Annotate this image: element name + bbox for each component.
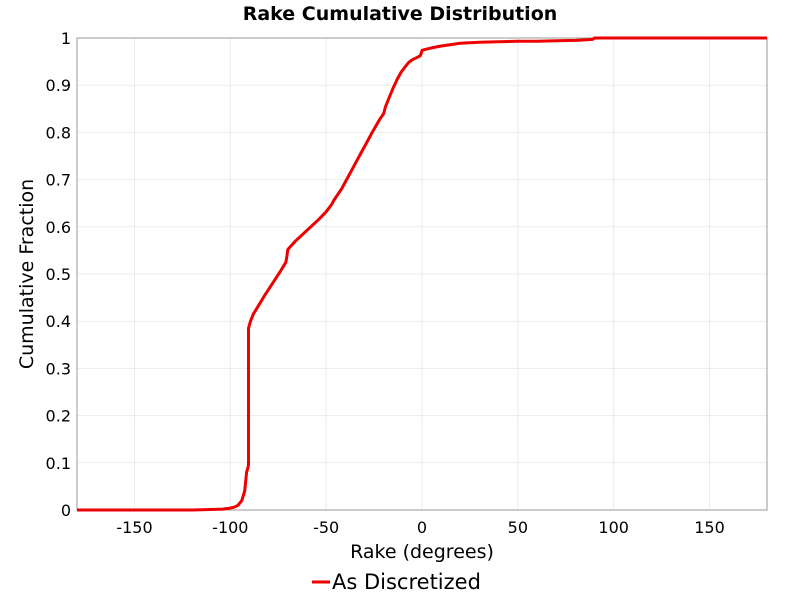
x-tick-label: 0: [417, 518, 427, 537]
x-axis-label: Rake (degrees): [350, 541, 494, 563]
y-axis-label: Cumulative Fraction: [16, 179, 38, 369]
legend-label: As Discretized: [332, 570, 481, 594]
y-tick-label: 0.2: [46, 407, 71, 426]
chart-title: Rake Cumulative Distribution: [243, 3, 558, 25]
y-axis-ticks: 0 0.1 0.2 0.3 0.4 0.5 0.6 0.7 0.8 0.9 1: [46, 29, 71, 520]
x-tick-label: 150: [694, 518, 725, 537]
x-tick-label: 50: [508, 518, 528, 537]
y-tick-label: 1: [61, 29, 71, 48]
legend: As Discretized: [312, 570, 481, 594]
y-tick-label: 0.5: [46, 265, 71, 284]
y-tick-label: 0.8: [46, 123, 71, 142]
y-tick-label: 0.9: [46, 76, 71, 95]
plot-area: [76, 37, 768, 511]
x-tick-label: 100: [598, 518, 629, 537]
series-line-as-discretized: [77, 36, 767, 512]
y-tick-label: 0.7: [46, 171, 71, 190]
x-tick-label: -50: [313, 518, 339, 537]
y-tick-label: 0.3: [46, 359, 71, 378]
x-axis-ticks: -150 -100 -50 0 50 100 150: [116, 518, 724, 537]
series-layer: [77, 36, 767, 512]
y-tick-label: 0.4: [46, 312, 71, 331]
y-tick-label: 0: [61, 501, 71, 520]
x-tick-label: -100: [212, 518, 248, 537]
x-tick-label: -150: [116, 518, 152, 537]
y-tick-label: 0.6: [46, 218, 71, 237]
y-tick-label: 0.1: [46, 454, 71, 473]
